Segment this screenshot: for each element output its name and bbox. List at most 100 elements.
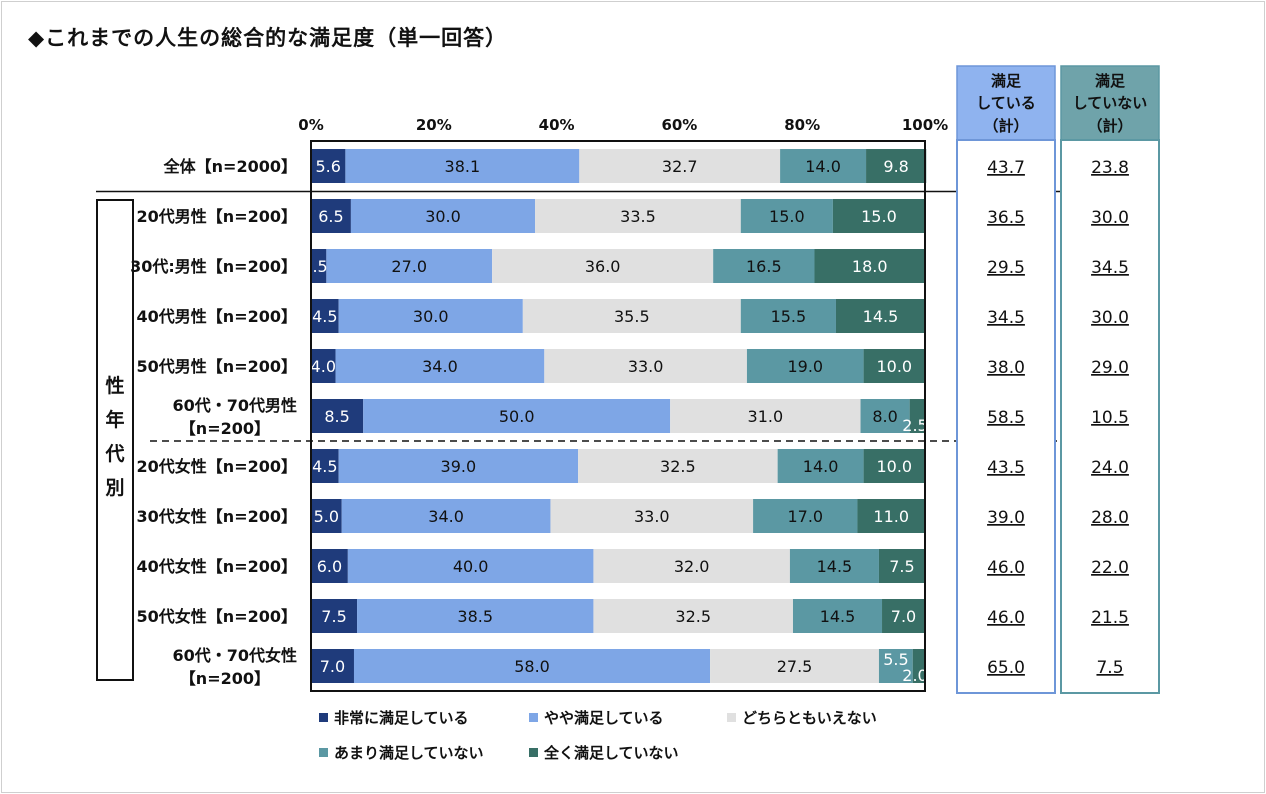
summary-value: 46.0: [987, 558, 1025, 578]
summary-value: 30.0: [1091, 208, 1129, 228]
bar-value-label: 6.5: [318, 207, 343, 226]
bar-value-label: 10.0: [876, 357, 912, 376]
bar-value-label: 30.0: [425, 207, 461, 226]
bar-segment: [522, 299, 741, 333]
legend-swatch: [727, 713, 736, 722]
bar-value-label: 5.0: [314, 507, 339, 526]
bar-segment: [866, 149, 927, 183]
bar-segment: [345, 149, 580, 183]
category-label: 全体【n=2000】: [163, 157, 297, 176]
legend-swatch: [529, 713, 538, 722]
bar-value-label: 32.0: [674, 557, 710, 576]
bar-value-label: 7.5: [321, 607, 346, 626]
bar-segment: [338, 299, 523, 333]
summary-value: 29.0: [1091, 358, 1129, 378]
bar-segment: [544, 349, 747, 383]
bar-segment: [311, 549, 348, 583]
summary-value: 7.5: [1096, 658, 1123, 678]
bar-segment: [578, 449, 778, 483]
bar-value-label: 27.5: [777, 657, 813, 676]
summary-value: 38.0: [987, 358, 1025, 378]
summary-value: 39.0: [987, 508, 1025, 528]
x-tick-label: 60%: [661, 116, 697, 134]
bar-value-label: 19.0: [787, 357, 823, 376]
summary-value: 36.5: [987, 208, 1025, 228]
bar-segment: [740, 199, 833, 233]
bar-value-label: 32.7: [662, 157, 698, 176]
bar-segment: [350, 199, 536, 233]
category-label: 【n=200】: [180, 669, 270, 688]
group-label-box: [96, 199, 134, 681]
bar-value-label: 11.0: [873, 507, 909, 526]
bar-segment: [311, 499, 342, 533]
x-tick-label: 100%: [902, 116, 948, 134]
bar-value-label: 2.5: [302, 257, 327, 276]
bar-value-label: 4.0: [311, 357, 336, 376]
category-label: 30代女性【n=200】: [137, 507, 297, 526]
chart-title: ◆これまでの人生の総合的な満足度（単一回答）: [28, 26, 508, 50]
legend-swatch: [319, 748, 328, 757]
bar-value-label: 38.1: [445, 157, 481, 176]
bar-segment: [347, 549, 594, 583]
bar-segment: [835, 299, 925, 333]
bar-value-label: 16.5: [746, 257, 782, 276]
summary-header-text: していない: [1073, 94, 1148, 112]
bar-value-label: 7.5: [889, 557, 914, 576]
bar-value-label: 31.0: [748, 407, 784, 426]
legend-label: やや満足している: [544, 709, 664, 727]
group-label-char: 代: [104, 443, 124, 465]
bar-value-label: 33.5: [620, 207, 656, 226]
bar-segment: [311, 649, 354, 683]
bar-value-label: 14.0: [803, 457, 839, 476]
bar-value-label: 40.0: [453, 557, 489, 576]
bar-value-label: 14.5: [820, 607, 856, 626]
bar-value-label: 4.5: [312, 307, 337, 326]
plot-area-border: [310, 140, 926, 692]
bar-segment: [311, 399, 364, 433]
summary-value: 34.5: [987, 308, 1025, 328]
bar-value-label: 8.5: [324, 407, 349, 426]
bar-segment: [789, 549, 879, 583]
summary-value: 22.0: [1091, 558, 1129, 578]
bar-segment: [863, 449, 925, 483]
bar-value-label: 15.5: [771, 307, 807, 326]
bar-value-label: 9.8: [883, 157, 908, 176]
bar-segment: [740, 299, 836, 333]
bar-value-label: 7.0: [891, 607, 916, 626]
legend-label: 非常に満足している: [334, 709, 469, 727]
bar-segment: [535, 199, 741, 233]
x-tick-label: 20%: [416, 116, 452, 134]
bar-value-label: 34.0: [428, 507, 464, 526]
bar-value-label: 5.5: [883, 650, 908, 669]
bar-segment: [753, 499, 858, 533]
group-label-char: 別: [105, 477, 124, 499]
bar-segment: [792, 599, 883, 633]
bar-value-label: 27.0: [391, 257, 427, 276]
bar-segment: [311, 349, 336, 383]
bar-value-label: 14.0: [805, 157, 841, 176]
bar-value-label: 2.5: [902, 416, 927, 435]
bar-segment: [579, 149, 781, 183]
bar-value-label: 32.5: [675, 607, 711, 626]
x-tick-label: 40%: [539, 116, 575, 134]
bar-segment: [780, 149, 867, 183]
summary-value: 65.0: [987, 658, 1025, 678]
summary-value: 21.5: [1091, 608, 1129, 628]
summary-value: 43.5: [987, 458, 1025, 478]
bar-segment: [338, 449, 579, 483]
bar-segment: [335, 349, 545, 383]
summary-header-text: している: [976, 94, 1036, 112]
bar-segment: [357, 599, 594, 633]
x-tick-label: 0%: [298, 116, 323, 134]
summary-value: 24.0: [1091, 458, 1129, 478]
x-tick-label: 80%: [784, 116, 820, 134]
summary-value: 30.0: [1091, 308, 1129, 328]
category-label: 40代男性【n=200】: [137, 307, 297, 326]
bar-value-label: 34.0: [422, 357, 458, 376]
category-label: 50代男性【n=200】: [137, 357, 297, 376]
bar-value-label: 5.6: [315, 157, 340, 176]
bar-segment: [878, 649, 913, 683]
bar-segment: [593, 599, 793, 633]
bar-value-label: 33.0: [634, 507, 670, 526]
